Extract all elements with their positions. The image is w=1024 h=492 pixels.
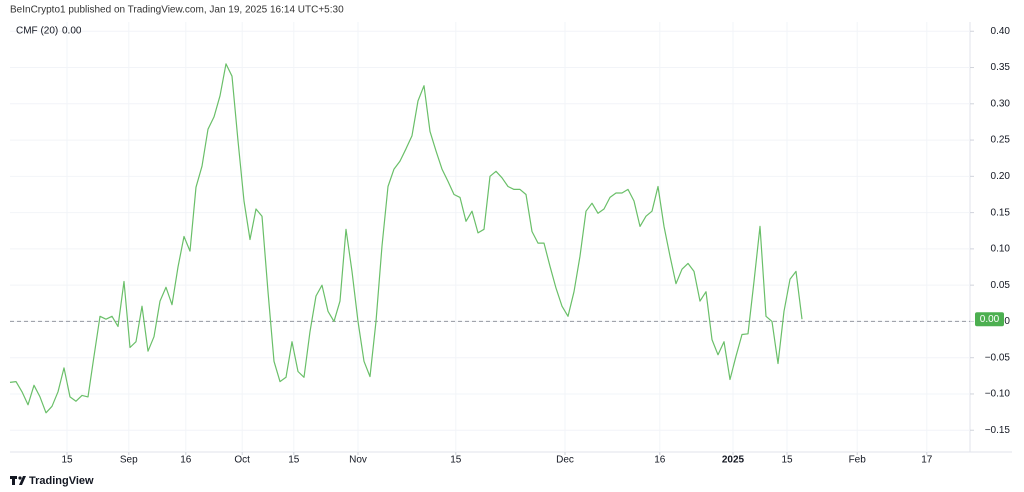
x-tick-label: 16 (180, 455, 192, 466)
header: BeInCrypto1 published on TradingView.com… (10, 5, 344, 16)
x-tick-label: 15 (450, 455, 462, 466)
x-tick-label: 15 (61, 455, 73, 466)
y-tick-label: −0.15 (985, 425, 1011, 436)
legend-name: CMF (20) (16, 26, 58, 37)
footer-brand: TradingView (29, 475, 94, 487)
y-tick-label: 0.10 (991, 244, 1011, 255)
y-tick-label: 0.35 (991, 62, 1011, 73)
x-tick-label: 16 (654, 455, 666, 466)
x-tick-label: 2025 (722, 455, 745, 466)
y-tick-label: 0.15 (991, 207, 1011, 218)
y-tick-label: 0.20 (991, 171, 1011, 182)
x-tick-label: Oct (234, 455, 250, 466)
x-tick-label: 17 (921, 455, 933, 466)
x-tick-label: Nov (349, 455, 367, 466)
x-tick-label: Sep (120, 455, 138, 466)
x-tick-label: Dec (556, 455, 574, 466)
legend-value: 0.00 (62, 26, 82, 37)
logo (10, 476, 26, 485)
x-tick-label: Feb (849, 455, 867, 466)
last-value-badge (975, 312, 1004, 327)
x-tick-label: 15 (781, 455, 793, 466)
y-tick-label: 0.05 (991, 280, 1011, 291)
cmf-line (9, 63, 803, 414)
y-tick-label: 0.25 (991, 135, 1011, 146)
y-tick-label: −0.10 (985, 389, 1011, 400)
last-value-label: 0.00 (980, 314, 1000, 325)
y-tick-label: 0.30 (991, 98, 1011, 109)
x-tick-label: 15 (288, 455, 300, 466)
y-tick-label: 0.40 (991, 26, 1011, 37)
y-tick-label: −0.05 (985, 352, 1011, 363)
